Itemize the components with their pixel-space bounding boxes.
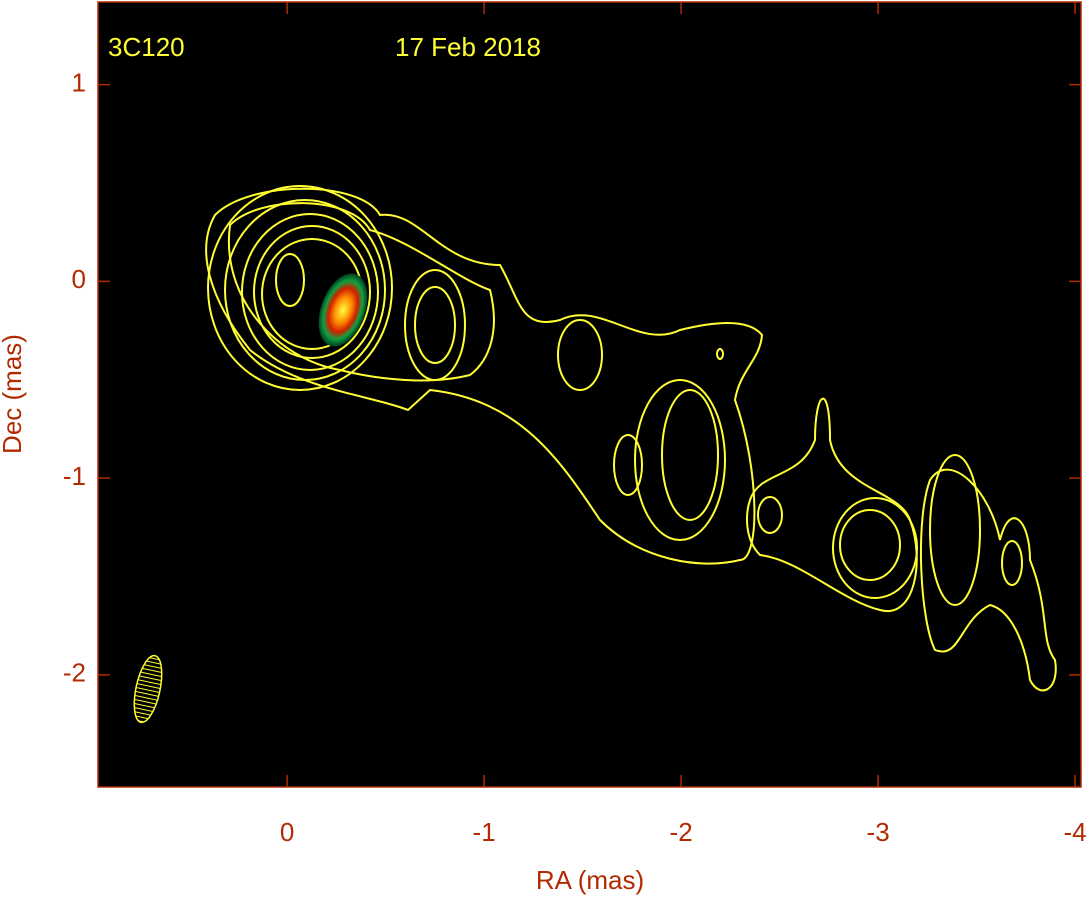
x-tick-label: 0	[280, 817, 294, 847]
contour	[716, 348, 724, 360]
contour	[613, 434, 643, 496]
contour	[634, 379, 726, 541]
contour	[661, 389, 719, 521]
contour	[241, 213, 379, 371]
plot-area	[97, 1, 1082, 788]
source-label: 3C120	[108, 32, 185, 62]
contour	[227, 202, 495, 382]
y-axis-label: Dec (mas)	[0, 334, 27, 454]
x-tick-label: -4	[1064, 817, 1087, 847]
contour	[275, 253, 305, 307]
x-tick-label: -2	[670, 817, 693, 847]
contour	[839, 509, 901, 581]
y-tick-label: 1	[72, 68, 86, 98]
date-label: 17 Feb 2018	[395, 32, 541, 62]
contour	[757, 496, 783, 534]
contour	[929, 454, 981, 606]
contour	[1001, 540, 1023, 586]
contour	[404, 269, 466, 381]
beam	[133, 654, 163, 724]
contour	[557, 319, 603, 391]
contour	[414, 286, 456, 364]
x-tick-label: -3	[867, 817, 890, 847]
y-tick-label: -2	[63, 658, 86, 688]
x-tick-label: -1	[473, 817, 496, 847]
x-axis-label: RA (mas)	[536, 865, 644, 895]
contour	[253, 225, 371, 359]
contour	[919, 468, 1057, 692]
core	[318, 273, 368, 347]
contour	[832, 497, 918, 599]
contour	[207, 185, 393, 391]
y-tick-label: -1	[63, 461, 86, 491]
contours	[133, 185, 1057, 724]
contour	[205, 187, 764, 565]
y-tick-label: 0	[72, 264, 86, 294]
